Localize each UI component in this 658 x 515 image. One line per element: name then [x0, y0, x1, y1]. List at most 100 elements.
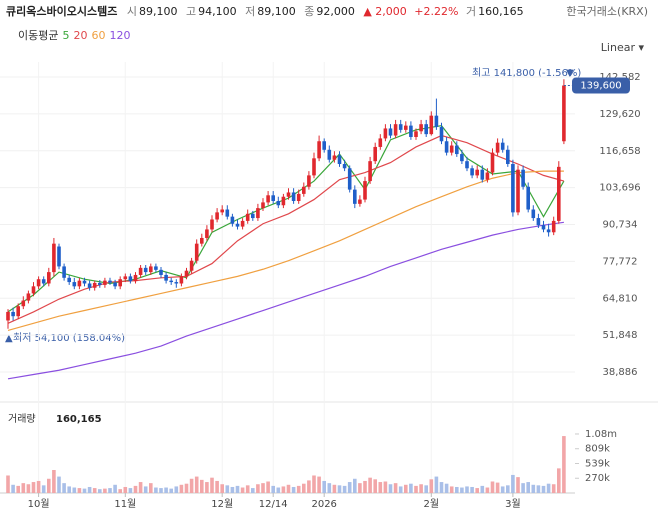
- candle-body: [184, 270, 189, 277]
- volume-bar: [149, 483, 153, 493]
- ma-legend-entry[interactable]: 120: [109, 29, 131, 42]
- volume-tick-label: 809k: [585, 444, 610, 455]
- volume-bar: [393, 483, 398, 493]
- candle-body: [62, 266, 66, 278]
- candle-body: [419, 124, 423, 132]
- volume-bar: [82, 488, 87, 493]
- candle-body: [434, 115, 439, 128]
- volume-bar: [174, 486, 179, 493]
- candle-body: [179, 276, 184, 284]
- volume-bar: [291, 486, 296, 493]
- candle-body: [92, 282, 97, 288]
- volume-bar: [398, 486, 403, 493]
- volume-bar: [11, 484, 15, 493]
- candle-body: [251, 213, 255, 219]
- candle-body: [16, 306, 20, 317]
- volume-bar: [281, 486, 286, 493]
- volume-bar: [194, 476, 199, 493]
- volume-bar: [230, 486, 235, 493]
- scale-select[interactable]: Linear ▾: [600, 41, 644, 54]
- volume-bar: [490, 481, 495, 493]
- candle-body: [205, 229, 209, 238]
- volume-bar: [118, 489, 122, 493]
- candle-body: [312, 158, 316, 176]
- candle-body: [531, 209, 536, 219]
- candle-body: [546, 229, 551, 233]
- volume-bar: [77, 488, 82, 493]
- candle-body: [485, 172, 490, 180]
- volume-value: 160,165: [478, 5, 524, 18]
- volume-bar: [307, 480, 311, 493]
- quote-label: 시: [126, 5, 137, 18]
- candle-body: [322, 141, 326, 150]
- quote-value: 94,100: [198, 5, 237, 18]
- candle-body: [449, 145, 454, 153]
- quote: 저 89,100: [245, 5, 301, 18]
- candle-body: [465, 161, 469, 169]
- y-tick-label: 64,810: [603, 293, 638, 304]
- candle-body: [490, 152, 495, 173]
- candle-body: [108, 280, 112, 283]
- candle-body: [52, 243, 56, 273]
- max-label: 최고 141,800 (-1.56%): [472, 67, 581, 79]
- candle-body: [26, 293, 31, 301]
- y-tick-label: 38,886: [603, 367, 638, 378]
- ma-legend-entry[interactable]: 60: [91, 29, 106, 42]
- candle-body: [72, 282, 77, 287]
- ma-legend-entry[interactable]: 5: [62, 29, 70, 42]
- exchange[interactable]: 한국거래소(KRX): [566, 5, 648, 18]
- candle-body: [143, 267, 148, 273]
- volume-bar: [531, 484, 536, 493]
- volume-bar: [526, 482, 530, 493]
- ma-title: 이동평균: [18, 29, 59, 42]
- y-tick-label: 77,772: [603, 256, 638, 267]
- candle-body: [36, 279, 41, 287]
- candle-body: [164, 274, 168, 281]
- candle-body: [296, 193, 301, 201]
- volume-bar: [546, 483, 551, 493]
- scale-label: Linear: [600, 41, 635, 54]
- volume-bar: [235, 485, 240, 493]
- volume-bar: [210, 477, 214, 493]
- volume-bar: [92, 488, 97, 493]
- volume-bar: [480, 485, 485, 493]
- candle-body: [159, 269, 163, 275]
- volume-bar: [72, 487, 77, 493]
- volume-bar: [62, 483, 66, 493]
- volume-tick-label: 270k: [585, 473, 610, 484]
- candle-body: [149, 266, 153, 273]
- candle-body: [495, 142, 500, 153]
- volume-bar: [6, 475, 10, 493]
- candle-body: [460, 154, 464, 162]
- max-marker: ▼: [566, 68, 574, 79]
- volume-bar: [16, 485, 20, 493]
- volume-bar: [347, 482, 352, 493]
- volume-title: 거래량: [8, 413, 36, 425]
- volume-label: 거: [465, 5, 477, 18]
- candle-body: [103, 280, 107, 285]
- volume-bar: [138, 482, 143, 493]
- candle-body: [194, 243, 199, 261]
- y-tick-label: 90,734: [603, 220, 638, 231]
- quote-value: 89,100: [257, 5, 296, 18]
- candle-body: [261, 202, 265, 209]
- candle-body: [353, 189, 357, 204]
- x-tick-label: 12월: [211, 498, 233, 510]
- volume-bar: [551, 484, 556, 493]
- candle-body: [521, 169, 525, 187]
- volume-bar: [133, 485, 138, 493]
- y-tick-label: 51,848: [603, 330, 638, 341]
- volume-bar: [378, 482, 383, 493]
- candle-body: [409, 125, 413, 137]
- candle-body: [138, 267, 143, 275]
- volume-bar: [470, 486, 474, 493]
- candle-body: [368, 161, 372, 182]
- volume-bar: [429, 479, 434, 493]
- quote: 시 89,100: [127, 5, 183, 18]
- candle-body: [220, 209, 224, 213]
- volume-bar: [444, 483, 449, 493]
- quote-label: 종: [304, 5, 315, 18]
- ma-legend-entry[interactable]: 20: [73, 29, 88, 42]
